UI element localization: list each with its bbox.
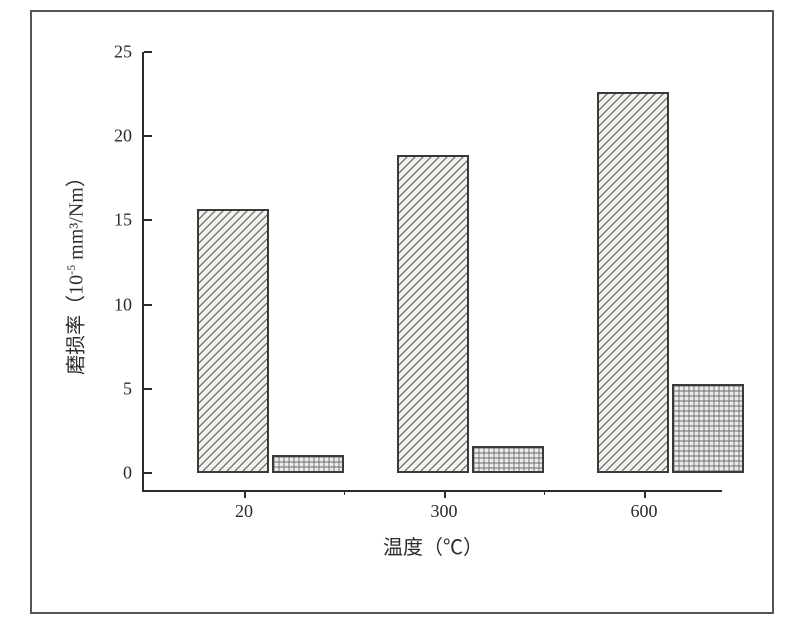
bar-fill xyxy=(599,94,667,471)
bar-series-a xyxy=(597,92,669,473)
y-tick xyxy=(144,135,152,137)
bar-series-a xyxy=(397,155,469,473)
plot-area: 磨损率（10-5 mm³/Nm） 温度（℃） 05101520252030060… xyxy=(142,52,722,492)
x-tick xyxy=(644,490,646,498)
bar-fill xyxy=(674,386,742,471)
y-tick-label: 15 xyxy=(92,210,132,231)
y-tick xyxy=(144,219,152,221)
y-tick xyxy=(144,388,152,390)
x-tick-label: 300 xyxy=(431,501,458,522)
y-axis-title: 磨损率（10-5 mm³/Nm） xyxy=(60,167,89,375)
y-tick xyxy=(144,304,152,306)
y-tick-label: 10 xyxy=(92,294,132,315)
bar-fill xyxy=(399,157,467,471)
y-tick-label: 0 xyxy=(92,463,132,484)
y-tick-label: 5 xyxy=(92,378,132,399)
figure-frame: 磨损率（10-5 mm³/Nm） 温度（℃） 0 5 10 15 20 25 20 300 60… xyxy=(30,10,774,614)
bar-fill xyxy=(474,448,542,471)
x-tick-label: 20 xyxy=(235,501,253,522)
x-tick xyxy=(244,490,246,498)
bar-fill xyxy=(199,211,267,471)
bar-series-b xyxy=(672,384,744,473)
y-axis-title-exp: -5 xyxy=(64,265,78,275)
y-tick-label: 20 xyxy=(92,126,132,147)
x-tick-label: 600 xyxy=(631,501,658,522)
x-minor-tick xyxy=(544,490,545,495)
bar-series-b xyxy=(472,446,544,473)
x-tick xyxy=(444,490,446,498)
y-axis-title-pre: 磨损率（10 xyxy=(66,275,88,375)
bar-series-b xyxy=(272,455,344,474)
y-axis-title-post: mm³/Nm） xyxy=(66,167,88,265)
y-tick xyxy=(144,51,152,53)
y-tick-label: 25 xyxy=(92,42,132,63)
x-axis-title: 温度（℃） xyxy=(383,531,483,560)
y-tick xyxy=(144,472,152,474)
bar-series-a xyxy=(197,209,269,473)
x-minor-tick xyxy=(344,490,345,495)
bar-fill xyxy=(274,457,342,472)
